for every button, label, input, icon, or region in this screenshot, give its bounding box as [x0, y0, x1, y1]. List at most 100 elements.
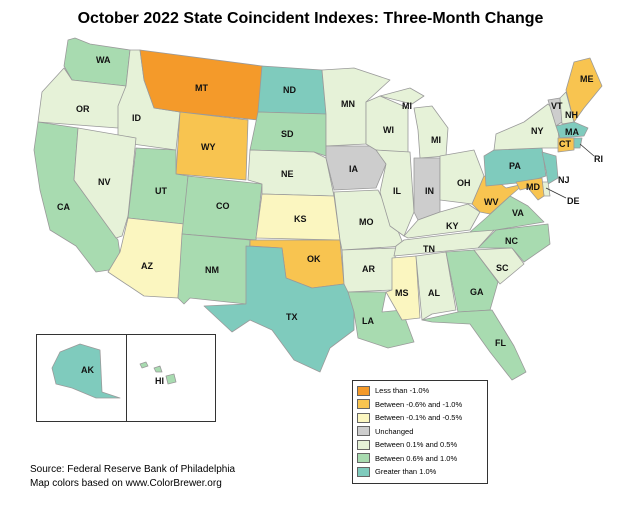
label-al: AL [428, 288, 440, 298]
legend-label: Between -0.1% and -0.5% [375, 413, 463, 423]
label-la: LA [362, 316, 374, 326]
label-sd: SD [281, 129, 294, 139]
legend-swatch [357, 412, 370, 423]
state-wy [175, 111, 249, 181]
legend-item: Between -0.1% and -0.5% [357, 411, 483, 425]
legend-item: Between 0.6% and 1.0% [357, 452, 483, 466]
label-wa: WA [96, 55, 111, 65]
label-me: ME [580, 74, 594, 84]
label-va: VA [512, 208, 524, 218]
label-nm: NM [205, 265, 219, 275]
label-de: DE [567, 196, 580, 206]
legend-swatch [357, 439, 370, 450]
label-hi: HI [155, 376, 164, 386]
label-sc: SC [496, 263, 509, 273]
legend-label: Greater than 1.0% [375, 467, 437, 477]
label-ms: MS [395, 288, 409, 298]
state-ak [51, 343, 121, 399]
label-ks: KS [294, 214, 307, 224]
label-nv: NV [98, 177, 111, 187]
legend-swatch [357, 426, 370, 437]
label-wi: WI [383, 125, 394, 135]
state-nv [73, 127, 137, 239]
legend-item: Between -0.6% and -1.0% [357, 398, 483, 412]
label-il: IL [393, 186, 402, 196]
label-wv: WV [484, 197, 499, 207]
state-hi [139, 361, 177, 385]
label-mt: MT [195, 83, 208, 93]
label-ga: GA [470, 287, 484, 297]
label-id: ID [132, 113, 142, 123]
label-fl: FL [495, 338, 506, 348]
alaska-hawaii-inset-frame [36, 334, 216, 422]
label-co: CO [216, 201, 230, 211]
state-al [415, 251, 457, 321]
source-note: Source: Federal Reserve Bank of Philadel… [30, 464, 236, 475]
map-title: October 2022 State Coincident Indexes: T… [77, 10, 544, 27]
label-tx: TX [286, 312, 298, 322]
label-ny: NY [531, 126, 544, 136]
label-ri: RI [594, 154, 603, 164]
de-leader-line [545, 187, 567, 199]
legend-item: Unchanged [357, 425, 483, 439]
inset-divider [126, 335, 127, 421]
label-pa: PA [509, 161, 521, 171]
label-oh: OH [457, 178, 471, 188]
label-ia: IA [349, 164, 359, 174]
state-ky [403, 203, 481, 239]
label-ma: MA [565, 127, 579, 137]
legend-label: Between 0.6% and 1.0% [375, 453, 458, 463]
label-wy: WY [201, 142, 216, 152]
label-tn: TN [423, 244, 435, 254]
label-nh: NH [565, 110, 578, 120]
label-ak: AK [81, 365, 94, 375]
label-nd: ND [283, 85, 296, 95]
state-nj [541, 151, 559, 185]
state-tx [203, 245, 355, 373]
state-il [375, 149, 415, 237]
legend-item: Greater than 1.0% [357, 465, 483, 479]
state-ri [573, 137, 583, 149]
label-mi: MI [402, 101, 412, 111]
legend-label: Unchanged [375, 426, 414, 436]
label-ne: NE [281, 169, 294, 179]
legend-item: Between 0.1% and 0.5% [357, 438, 483, 452]
label-or: OR [76, 104, 90, 114]
ri-leader-line [579, 143, 595, 157]
label-md: MD [526, 182, 540, 192]
label-nc: NC [505, 236, 518, 246]
legend-swatch [357, 385, 370, 396]
label-ok: OK [307, 254, 321, 264]
legend-swatch [357, 399, 370, 410]
state-md [515, 177, 545, 201]
legend-swatch [357, 453, 370, 464]
label-in: IN [425, 186, 434, 196]
state-sc [473, 247, 525, 285]
legend-label: Between 0.1% and 0.5% [375, 440, 458, 450]
legend-label: Less than -1.0% [375, 386, 430, 396]
label-ca: CA [57, 202, 70, 212]
label-az: AZ [141, 261, 153, 271]
label-ar: AR [362, 264, 375, 274]
label-nj: NJ [558, 175, 570, 185]
label-ut: UT [155, 186, 167, 196]
map-legend: Less than -1.0% Between -0.6% and -1.0% … [352, 380, 488, 484]
legend-item: Less than -1.0% [357, 384, 483, 398]
state-ar [341, 247, 397, 293]
legend-swatch [357, 466, 370, 477]
label-ky: KY [446, 221, 459, 231]
state-ct [557, 137, 575, 153]
label-mo: MO [359, 217, 374, 227]
state-la [347, 291, 415, 349]
label-ct: CT [559, 139, 571, 149]
state-ga [445, 249, 499, 313]
label-vt: VT [551, 101, 563, 111]
label-mi2: MI [431, 135, 441, 145]
color-credit: Map colors based on www.ColorBrewer.org [30, 478, 222, 489]
state-va [469, 195, 545, 233]
legend-label: Between -0.6% and -1.0% [375, 399, 463, 409]
label-mn: MN [341, 99, 355, 109]
state-sd [249, 111, 327, 157]
state-ma [555, 121, 589, 139]
